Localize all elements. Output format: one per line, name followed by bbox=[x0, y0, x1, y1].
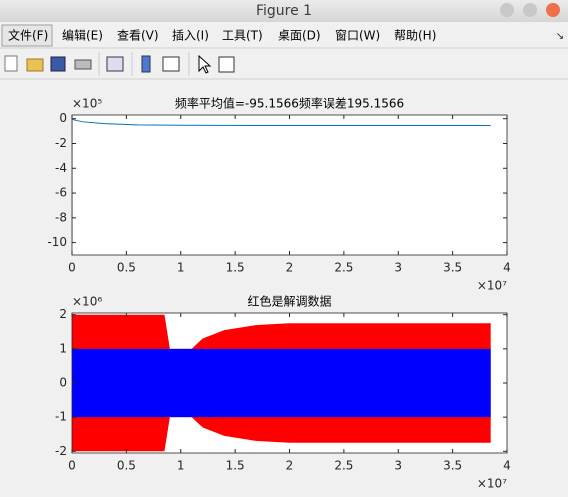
x-tick-label: 0 bbox=[68, 459, 76, 473]
x-tick-label: 2 bbox=[286, 261, 294, 275]
x-tick-label: 4 bbox=[503, 459, 511, 473]
x-exponent: ×10⁷ bbox=[477, 477, 507, 491]
chart-title: 红色是解调数据 bbox=[247, 294, 331, 309]
menu-item[interactable]: 桌面(D) bbox=[278, 29, 321, 43]
menu-item[interactable]: 查看(V) bbox=[117, 29, 159, 43]
menu-arrow[interactable]: ↘ bbox=[556, 31, 564, 42]
x-tick-label: 1 bbox=[177, 459, 185, 473]
x-exponent: ×10⁷ bbox=[477, 279, 507, 293]
x-tick-label: 3.5 bbox=[443, 459, 462, 473]
new-icon[interactable] bbox=[4, 55, 18, 72]
menu-item[interactable]: 窗口(W) bbox=[335, 29, 380, 43]
plot-area bbox=[72, 115, 507, 255]
print-icon[interactable] bbox=[74, 59, 92, 70]
chart-title: 频率平均值=-95.1566频率误差195.1566 bbox=[175, 96, 404, 111]
x-tick-label: 0.5 bbox=[117, 459, 136, 473]
maximize-button[interactable] bbox=[523, 3, 537, 17]
x-tick-label: 1.5 bbox=[226, 261, 245, 275]
y-exponent: ×10⁶ bbox=[72, 295, 102, 309]
link-icon[interactable] bbox=[106, 56, 124, 72]
minimize-button[interactable] bbox=[500, 3, 514, 17]
y-tick-label: 1 bbox=[59, 341, 67, 355]
y-tick-label: -6 bbox=[55, 186, 67, 200]
plot bbox=[72, 118, 491, 243]
toolbar bbox=[4, 52, 235, 76]
open-icon[interactable] bbox=[26, 58, 44, 72]
x-tick-label: 2 bbox=[286, 459, 294, 473]
menu-item[interactable]: 插入(I) bbox=[172, 29, 209, 43]
x-tick-label: 2.5 bbox=[334, 459, 353, 473]
y-tick-label: -10 bbox=[47, 235, 67, 249]
x-tick-label: 3 bbox=[394, 261, 402, 275]
x-tick-label: 3 bbox=[394, 459, 402, 473]
y-tick-label: 0 bbox=[59, 111, 67, 125]
y-tick-label: -2 bbox=[55, 136, 67, 150]
line bbox=[72, 118, 491, 243]
x-tick-label: 1.5 bbox=[226, 459, 245, 473]
plot bbox=[72, 314, 491, 452]
x-tick-label: 2.5 bbox=[334, 261, 353, 275]
y-tick-label: -4 bbox=[55, 161, 67, 175]
x-tick-label: 3.5 bbox=[443, 261, 462, 275]
menu-item[interactable]: 帮助(H) bbox=[394, 29, 436, 43]
pointer-icon[interactable] bbox=[198, 54, 212, 74]
menu-item[interactable]: 编辑(E) bbox=[62, 28, 103, 43]
x-tick-label: 1 bbox=[177, 261, 185, 275]
colorbar-icon[interactable] bbox=[141, 55, 151, 73]
close-button[interactable] bbox=[546, 3, 560, 17]
y-tick-label: -1 bbox=[55, 410, 67, 424]
menu-item[interactable]: 工具(T) bbox=[222, 29, 263, 43]
menu-highlight bbox=[1, 24, 53, 47]
x-tick-label: 4 bbox=[503, 261, 511, 275]
y-tick-label: 2 bbox=[59, 307, 67, 321]
x-tick-label: 0 bbox=[68, 261, 76, 275]
property-icon[interactable] bbox=[218, 56, 235, 73]
y-tick-label: -2 bbox=[55, 444, 67, 458]
y-tick-label: 0 bbox=[59, 376, 67, 390]
area bbox=[72, 348, 491, 418]
y-tick-label: -8 bbox=[55, 210, 67, 224]
x-tick-label: 0.5 bbox=[117, 261, 136, 275]
y-exponent: ×10⁵ bbox=[72, 97, 102, 111]
save-icon[interactable] bbox=[50, 56, 66, 72]
menu-bar bbox=[0, 22, 568, 48]
title-bar bbox=[0, 0, 568, 22]
menu-item[interactable]: 文件(F) bbox=[8, 28, 48, 43]
window-title: Figure 1 bbox=[256, 3, 312, 19]
legend-icon[interactable] bbox=[162, 56, 180, 72]
